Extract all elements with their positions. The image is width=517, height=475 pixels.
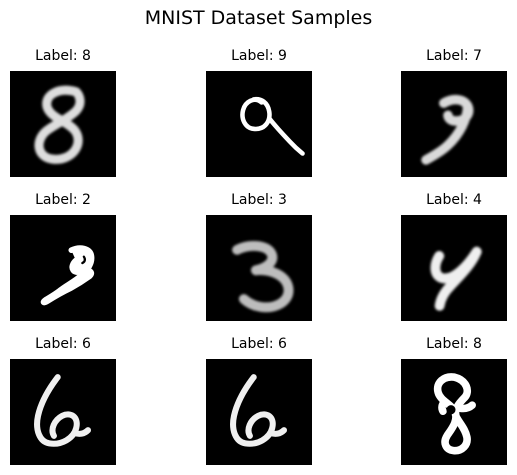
digit-image <box>401 359 507 465</box>
sample-cell-2: Label: 9 <box>206 48 312 180</box>
sample-label: Label: 9 <box>231 48 287 64</box>
sample-cell-7: Label: 6 <box>10 336 116 468</box>
sample-cell-3: Label: 7 <box>401 48 507 180</box>
sample-cell-9: Label: 8 <box>401 336 507 468</box>
sample-label: Label: 8 <box>35 48 91 64</box>
sample-label: Label: 6 <box>35 336 91 352</box>
digit-image <box>206 71 312 177</box>
digit-image <box>401 71 507 177</box>
digit-image <box>401 215 507 321</box>
digit-image <box>206 359 312 465</box>
digit-image <box>206 215 312 321</box>
sample-cell-4: Label: 2 <box>10 192 116 324</box>
sample-cell-1: Label: 8 <box>10 48 116 180</box>
sample-label: Label: 8 <box>426 336 482 352</box>
sample-label: Label: 4 <box>426 192 482 208</box>
figure-title: MNIST Dataset Samples <box>144 7 373 29</box>
digit-image <box>10 71 116 177</box>
sample-label: Label: 3 <box>231 192 287 208</box>
sample-cell-8: Label: 6 <box>206 336 312 468</box>
digit-image <box>10 359 116 465</box>
sample-label: Label: 6 <box>231 336 287 352</box>
sample-label: Label: 7 <box>426 48 482 64</box>
digit-image <box>10 215 116 321</box>
sample-cell-6: Label: 4 <box>401 192 507 324</box>
sample-label: Label: 2 <box>35 192 91 208</box>
sample-cell-5: Label: 3 <box>206 192 312 324</box>
